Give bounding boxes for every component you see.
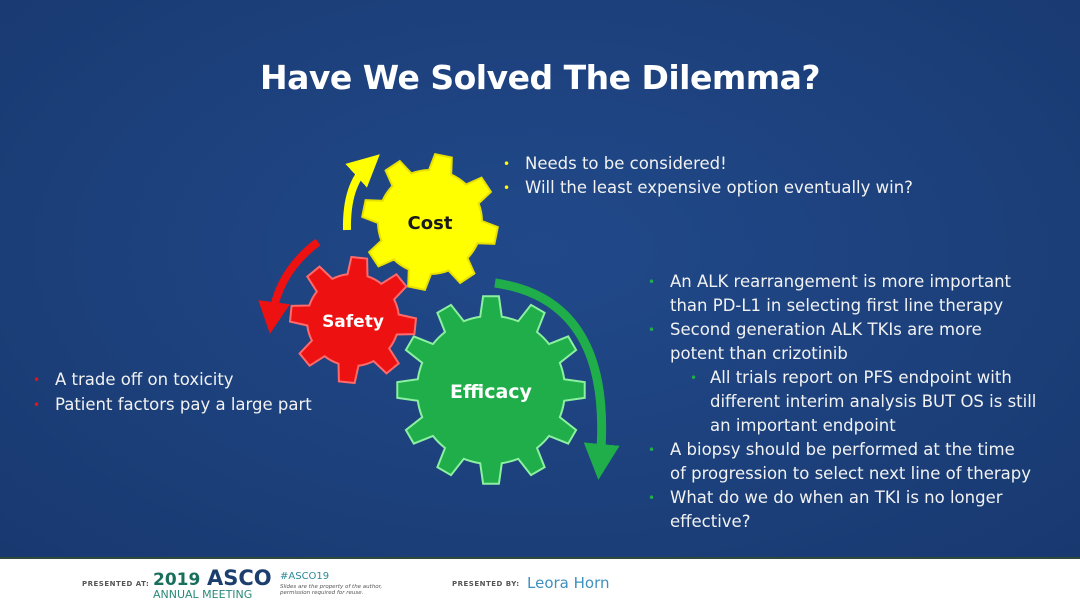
efficacy-bullet: • A biopsy should be performed at the tim… bbox=[648, 438, 1032, 486]
asco-logo: 2019 ASCO bbox=[153, 566, 272, 590]
bullet-line: of progression to select next line of th… bbox=[670, 464, 1032, 483]
safety-label: Safety bbox=[322, 312, 384, 332]
efficacy-bullet: • All trials report on PFS endpoint with d… bbox=[690, 366, 1037, 438]
safety-arrow bbox=[258, 238, 321, 334]
safety-gear bbox=[288, 255, 418, 385]
cost-bullet: • Will the least expensive option eventua… bbox=[503, 178, 913, 197]
bullet-line: All trials report on PFS endpoint with bbox=[710, 368, 1012, 387]
presented-by-label: PRESENTED BY: bbox=[452, 580, 520, 588]
gears-diagram: Cost Safety Efficacy bbox=[258, 153, 620, 485]
bullet-line: What do we do when an TKI is no longer bbox=[670, 488, 1003, 507]
cost-bullet: • Needs to be considered! bbox=[503, 154, 727, 173]
presenter-name: Leora Horn bbox=[527, 574, 610, 592]
hashtag: #ASCO19 bbox=[280, 571, 330, 582]
slide: Have We Solved The Dilemma? Cost Safety … bbox=[0, 0, 1080, 557]
bullet-line: an important endpoint bbox=[710, 416, 896, 435]
efficacy-bullet: • Second generation ALK TKIs are more pote… bbox=[648, 318, 982, 366]
bullet-line: potent than crizotinib bbox=[670, 344, 848, 363]
bullet-line: than PD-L1 in selecting first line thera… bbox=[670, 296, 1004, 315]
slide-title: Have We Solved The Dilemma? bbox=[259, 58, 821, 97]
bullet-line: Second generation ALK TKIs are more bbox=[670, 320, 982, 339]
annual-meeting: ANNUAL MEETING bbox=[153, 588, 253, 601]
footer: PRESENTED AT: 2019 ASCO ANNUAL MEETING #… bbox=[0, 557, 1080, 607]
bullet-line: A biopsy should be performed at the time bbox=[670, 440, 1015, 459]
cost-arrow bbox=[342, 154, 380, 231]
safety-bullet: • A trade off on toxicity bbox=[33, 370, 234, 389]
bullet-line: effective? bbox=[670, 512, 751, 531]
efficacy-bullet: • What do we do when an TKI is no longer e… bbox=[648, 486, 1003, 534]
presented-at-label: PRESENTED AT: bbox=[82, 580, 150, 588]
bullet-line: An ALK rearrangement is more important bbox=[670, 272, 1012, 291]
safety-bullet: • Patient factors pay a large part bbox=[33, 395, 312, 414]
disclaimer: Slides are the property of the author, pe… bbox=[280, 584, 383, 596]
cost-label: Cost bbox=[408, 213, 453, 234]
efficacy-bullet: • An ALK rearrangement is more important t… bbox=[648, 270, 1012, 318]
cost-gear bbox=[361, 153, 499, 291]
efficacy-label: Efficacy bbox=[450, 381, 533, 403]
efficacy-arrow bbox=[494, 278, 620, 480]
bullet-line: different interim analysis BUT OS is sti… bbox=[710, 392, 1037, 411]
efficacy-gear bbox=[396, 295, 586, 485]
